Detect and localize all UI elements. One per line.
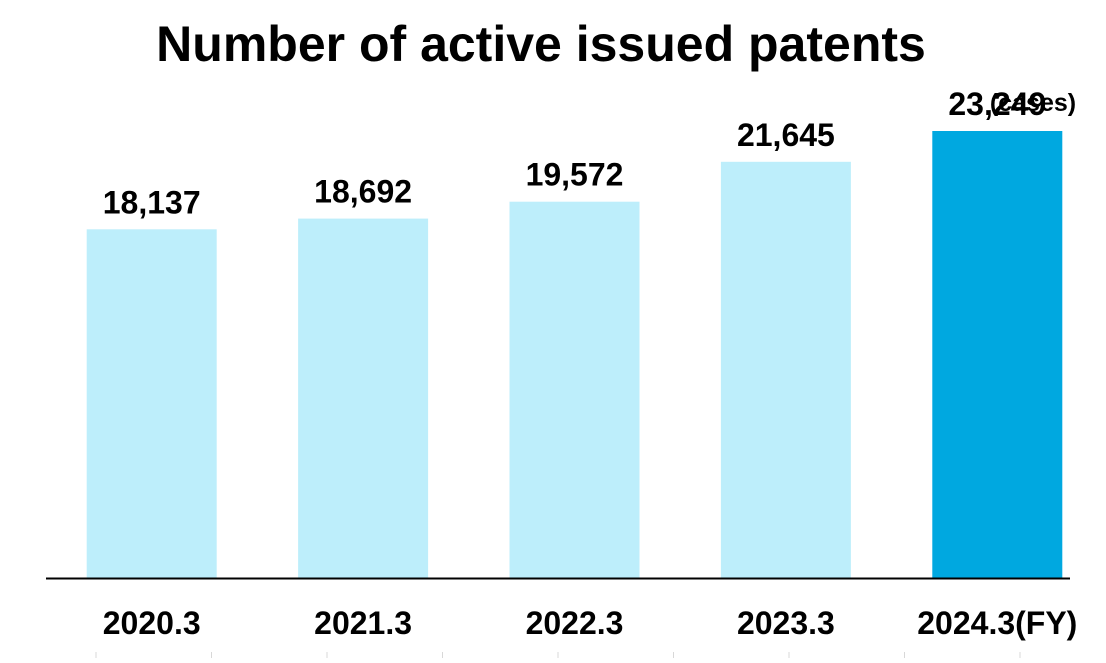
category-label-2024.3(FY): 2024.3(FY) <box>917 605 1077 641</box>
value-label-2023.3: 21,645 <box>737 117 835 153</box>
bar-2021.3 <box>298 218 429 578</box>
category-label-2020.3: 2020.3 <box>103 605 201 641</box>
category-labels-group: 2020.3 2021.3 2022.3 2023.3 2024.3(FY) <box>103 605 1078 641</box>
unit-label: (cases) <box>990 89 1076 117</box>
value-label-2024.3(FY): 23,249 <box>948 86 1046 122</box>
chart-title: Number of active issued patents <box>156 16 926 72</box>
category-label-2022.3: 2022.3 <box>526 605 624 641</box>
bar-2020.3 <box>86 229 217 579</box>
value-label-2022.3: 19,572 <box>526 157 624 193</box>
tick-marks-group <box>95 652 1021 658</box>
category-label-2023.3: 2023.3 <box>737 605 835 641</box>
bar-2024.3(FY) <box>932 131 1063 578</box>
value-label-2021.3: 18,692 <box>314 174 412 210</box>
value-labels-group: 18,137 18,692 19,572 21,645 23,249 <box>103 86 1046 220</box>
bars-group <box>86 131 1063 579</box>
category-label-2021.3: 2021.3 <box>314 605 412 641</box>
value-label-2020.3: 18,137 <box>103 184 201 220</box>
bar-2022.3 <box>509 201 640 578</box>
bar-2023.3 <box>720 161 851 579</box>
